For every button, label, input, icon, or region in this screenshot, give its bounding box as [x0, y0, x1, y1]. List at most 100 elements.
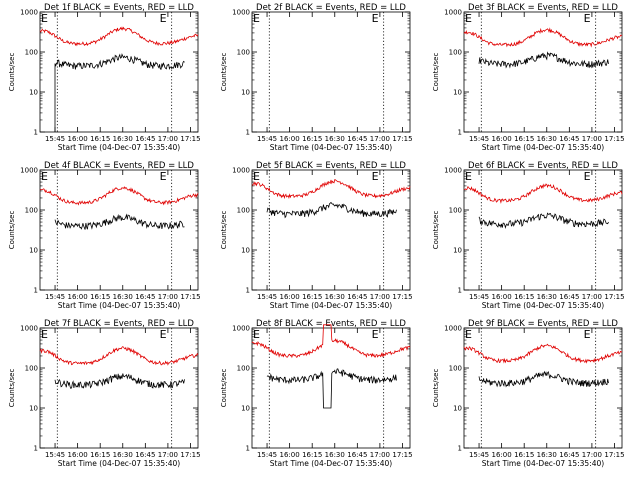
- y-tick-label: 100: [449, 49, 462, 57]
- x-tick-label: 15:45: [257, 135, 277, 143]
- x-tick-label: 16:45: [347, 451, 367, 459]
- panel-det-5: Det 5f BLACK = Events, RED = LLD 1 10 100 10…: [220, 161, 413, 310]
- x-tick-label: 17:15: [180, 135, 200, 143]
- x-tick-label: 16:45: [559, 135, 579, 143]
- panel-det-9: Det 9f BLACK = Events, RED = LLD 1 10 100 10…: [432, 319, 625, 468]
- x-axis-label: Start Time (04-Dec-07 15:35:40): [482, 459, 604, 468]
- plot-frame: [39, 11, 199, 133]
- x-tick-label: 16:30: [325, 451, 345, 459]
- y-tick-label: 10: [453, 247, 462, 255]
- y-tick-label: 10: [453, 89, 462, 97]
- y-tick-label: 100: [237, 49, 250, 57]
- x-tick-label: 16:00: [280, 451, 300, 459]
- y-tick-label: 1000: [20, 167, 38, 175]
- panel-title: Det 2f BLACK = Events, RED = LLD: [256, 3, 406, 13]
- y-tick-label: 1: [246, 287, 250, 295]
- x-tick-label: 17:15: [392, 135, 412, 143]
- panel-title: Det 3f BLACK = Events, RED = LLD: [468, 3, 618, 13]
- x-tick-label: 15:45: [469, 135, 489, 143]
- event-marker-label: E: [253, 12, 260, 25]
- panel-det-8: Det 8f BLACK = Events, RED = LLD 1 10 100 10…: [220, 319, 413, 468]
- panel-det-4: Det 4f BLACK = Events, RED = LLD 1 10 100 10…: [8, 161, 201, 310]
- y-tick-label: 1: [458, 445, 462, 453]
- x-tick-label: 17:15: [392, 293, 412, 301]
- y-axis-label: Counts/sec: [220, 369, 228, 408]
- x-tick-label: 16:00: [492, 135, 512, 143]
- event-marker-label: E: [372, 170, 379, 183]
- x-tick-label: 15:45: [257, 451, 277, 459]
- y-tick-label: 1000: [232, 9, 250, 17]
- x-tick-label: 16:45: [559, 451, 579, 459]
- plot-frame: [251, 327, 411, 449]
- event-marker-label: E: [465, 12, 472, 25]
- x-tick-label: 16:15: [302, 451, 322, 459]
- y-tick-label: 100: [237, 207, 250, 215]
- lld-series-line: [251, 179, 411, 200]
- x-axis-label: Start Time (04-Dec-07 15:35:40): [58, 143, 180, 152]
- lld-series-line: [463, 183, 623, 204]
- x-tick-label: 16:00: [68, 135, 88, 143]
- event-marker-label: E: [372, 12, 379, 25]
- event-marker-label: E: [41, 328, 48, 341]
- y-axis-label: Counts/sec: [432, 53, 440, 92]
- y-tick-label: 1000: [444, 167, 462, 175]
- x-tick-label: 16:45: [135, 135, 155, 143]
- events-series-line: [478, 212, 609, 229]
- y-tick-label: 100: [25, 49, 38, 57]
- x-tick-label: 16:45: [135, 293, 155, 301]
- x-tick-label: 17:00: [158, 451, 178, 459]
- x-tick-label: 16:45: [347, 293, 367, 301]
- y-tick-label: 10: [241, 89, 250, 97]
- events-series-line: [266, 201, 397, 219]
- lld-series-line: [39, 346, 199, 366]
- x-tick-label: 16:30: [113, 135, 133, 143]
- y-tick-label: 10: [29, 247, 38, 255]
- event-marker-label: E: [253, 328, 260, 341]
- x-tick-label: 16:30: [537, 451, 557, 459]
- x-axis-label: Start Time (04-Dec-07 15:35:40): [270, 301, 392, 310]
- x-tick-label: 16:00: [68, 451, 88, 459]
- y-tick-label: 10: [29, 89, 38, 97]
- x-axis-label: Start Time (04-Dec-07 15:35:40): [58, 301, 180, 310]
- x-tick-label: 15:45: [469, 293, 489, 301]
- x-tick-label: 15:45: [45, 135, 65, 143]
- y-tick-label: 1: [458, 129, 462, 137]
- lld-series-line: [463, 343, 623, 364]
- y-tick-label: 1000: [232, 325, 250, 333]
- y-tick-label: 1: [34, 287, 38, 295]
- events-series-line: [54, 53, 185, 132]
- panel-title: Det 9f BLACK = Events, RED = LLD: [468, 319, 618, 329]
- plot-frame: [251, 11, 411, 133]
- x-tick-label: 16:15: [514, 293, 534, 301]
- events-series-line: [266, 368, 397, 409]
- x-tick-label: 16:00: [280, 293, 300, 301]
- lld-series-line: [39, 26, 199, 47]
- x-axis-label: Start Time (04-Dec-07 15:35:40): [58, 459, 180, 468]
- y-tick-label: 10: [29, 405, 38, 413]
- plot-frame: [251, 169, 411, 291]
- event-marker-label: E: [160, 12, 167, 25]
- y-tick-label: 1: [458, 287, 462, 295]
- x-tick-label: 16:45: [135, 451, 155, 459]
- event-marker-label: E: [584, 170, 591, 183]
- y-tick-label: 1: [246, 445, 250, 453]
- x-axis-label: Start Time (04-Dec-07 15:35:40): [482, 143, 604, 152]
- event-marker-label: E: [465, 170, 472, 183]
- x-tick-label: 16:15: [90, 135, 110, 143]
- x-tick-label: 17:00: [370, 451, 390, 459]
- x-tick-label: 17:15: [604, 451, 624, 459]
- x-tick-label: 16:30: [537, 293, 557, 301]
- x-tick-label: 16:15: [90, 451, 110, 459]
- x-tick-label: 15:45: [45, 293, 65, 301]
- x-tick-label: 15:45: [45, 451, 65, 459]
- x-tick-label: 17:00: [582, 135, 602, 143]
- lld-series-line: [463, 27, 623, 48]
- y-axis-label: Counts/sec: [8, 53, 16, 92]
- event-marker-label: E: [584, 328, 591, 341]
- x-tick-label: 16:30: [113, 293, 133, 301]
- y-tick-label: 1000: [444, 9, 462, 17]
- event-marker-label: E: [41, 12, 48, 25]
- x-tick-label: 16:00: [492, 293, 512, 301]
- x-tick-label: 16:45: [559, 293, 579, 301]
